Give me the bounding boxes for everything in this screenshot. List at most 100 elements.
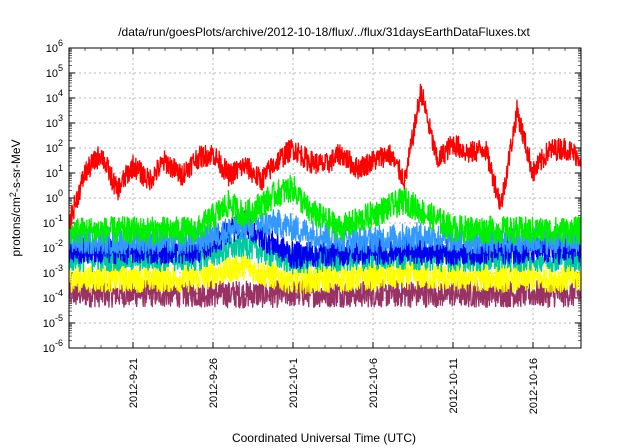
series-layer (69, 83, 581, 309)
series-point (404, 274, 406, 277)
series-line (69, 279, 581, 309)
series-point (180, 174, 182, 177)
series-point (452, 227, 454, 230)
series-point (212, 152, 214, 155)
series-point (260, 249, 262, 252)
x-tick-label: 2012-10-16 (528, 358, 540, 414)
y-tick-label: 100 (46, 188, 63, 205)
series-point (340, 251, 342, 253)
y-tick-label: 101 (46, 163, 63, 180)
series-point (276, 160, 278, 162)
series-point (436, 251, 438, 253)
series-point (500, 257, 502, 259)
series-point (372, 160, 374, 162)
series-point (132, 229, 134, 232)
series-point (84, 172, 86, 174)
y-axis-label: protons/cm2-s-sr-MeV (8, 139, 23, 256)
series-point (196, 249, 198, 252)
series-point (244, 242, 246, 245)
series-point (196, 277, 198, 280)
series-point (276, 222, 278, 224)
series-line (69, 83, 581, 230)
y-tick-label: 105 (46, 63, 63, 80)
series-point (308, 210, 310, 212)
series-point (292, 279, 294, 282)
series-point (420, 235, 422, 237)
x-axis-label: Coordinated Universal Time (UTC) (232, 431, 416, 445)
series-point (244, 164, 246, 167)
series-point (196, 157, 198, 159)
y-tick-label: 10-4 (43, 288, 63, 305)
y-tick-labels: 10-6 10-5 10-4 10-3 10-2 10-1 100 101 102 103 104 1… (43, 38, 63, 355)
series-point (500, 249, 502, 252)
series-point (308, 232, 310, 234)
series-point (260, 235, 262, 237)
series-point (548, 149, 550, 152)
series-point (324, 164, 326, 167)
series-point (340, 152, 342, 155)
series-point (420, 292, 422, 295)
x-tick-label: 2012-10-11 (448, 358, 460, 413)
series-point (564, 147, 566, 149)
y-tick-label: 102 (46, 138, 63, 155)
series-point (420, 210, 422, 212)
series-point (292, 187, 294, 189)
series-point (500, 277, 502, 280)
series-point (436, 276, 438, 278)
series-point (276, 192, 278, 195)
series-point (164, 160, 166, 162)
plot-frame (68, 47, 582, 349)
series-line (69, 252, 581, 295)
series-point (132, 277, 134, 280)
y-tick-label: 103 (46, 113, 63, 130)
y-tick-label: 106 (46, 38, 63, 55)
y-tick-label: 10-3 (43, 263, 63, 280)
series-point (404, 249, 406, 252)
series-point (116, 189, 118, 192)
series-point (516, 229, 518, 232)
series-point (260, 179, 262, 182)
series-point (340, 277, 342, 280)
series-point (340, 227, 342, 230)
series-point (420, 89, 422, 92)
series-point (292, 292, 294, 295)
series-point (228, 202, 230, 205)
series-point (500, 204, 502, 207)
series-point (436, 160, 438, 162)
series-point (356, 167, 358, 170)
y-tick-label: 10-2 (43, 238, 63, 255)
chart-title: /data/run/goesPlots/archive/2012-10-18/f… (118, 25, 530, 39)
series-point (516, 110, 518, 112)
x-tick-label: 2012-10-1 (288, 358, 300, 408)
series-point (244, 214, 246, 217)
x-tick-labels: 2012-9-21 2012-9-26 2012-10-1 2012-10-6 2012… (128, 358, 540, 414)
series-point (356, 239, 358, 242)
series-point (196, 292, 198, 295)
x-tick-label: 2012-9-21 (128, 358, 140, 408)
series-point (228, 174, 230, 177)
series-point (132, 292, 134, 295)
series-point (532, 292, 534, 295)
series-point (468, 152, 470, 155)
series-point (132, 239, 134, 242)
series-point (260, 272, 262, 274)
x-tick-label: 2012-9-26 (208, 358, 220, 408)
series-point (404, 179, 406, 182)
series-point (148, 179, 150, 182)
series-point (388, 152, 390, 155)
series-point (244, 264, 246, 267)
series-point (308, 160, 310, 162)
series-point (356, 292, 358, 295)
series-point (452, 142, 454, 145)
series-point (244, 293, 246, 296)
y-tick-label: 104 (46, 88, 63, 105)
y-tick-label: 10-5 (43, 313, 63, 330)
series-point (404, 199, 406, 202)
series-point (244, 224, 246, 227)
series-point (196, 239, 198, 242)
y-tick-label: 10-1 (43, 213, 63, 230)
series-point (484, 292, 486, 295)
x-tick-label: 2012-10-6 (368, 358, 380, 408)
series-point (532, 172, 534, 174)
